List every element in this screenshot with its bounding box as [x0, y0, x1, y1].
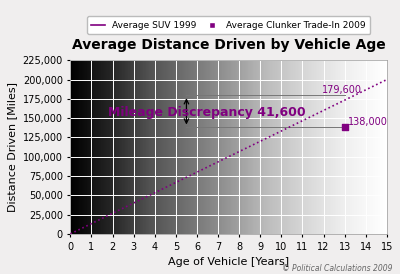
- Title: Average Distance Driven by Vehicle Age: Average Distance Driven by Vehicle Age: [72, 38, 386, 52]
- Text: 179,600: 179,600: [322, 85, 362, 95]
- Legend: Average SUV 1999, Average Clunker Trade-In 2009: Average SUV 1999, Average Clunker Trade-…: [87, 16, 370, 34]
- Text: Mileage Discrepancy 41,600: Mileage Discrepancy 41,600: [108, 106, 306, 119]
- Text: 138,000: 138,000: [348, 118, 388, 127]
- Average Clunker Trade-In 2009: [342, 125, 348, 130]
- Text: © Political Calculations 2009: © Political Calculations 2009: [282, 264, 392, 273]
- Y-axis label: Distance Driven [Miles]: Distance Driven [Miles]: [7, 82, 17, 212]
- X-axis label: Age of Vehicle [Years]: Age of Vehicle [Years]: [168, 257, 289, 267]
